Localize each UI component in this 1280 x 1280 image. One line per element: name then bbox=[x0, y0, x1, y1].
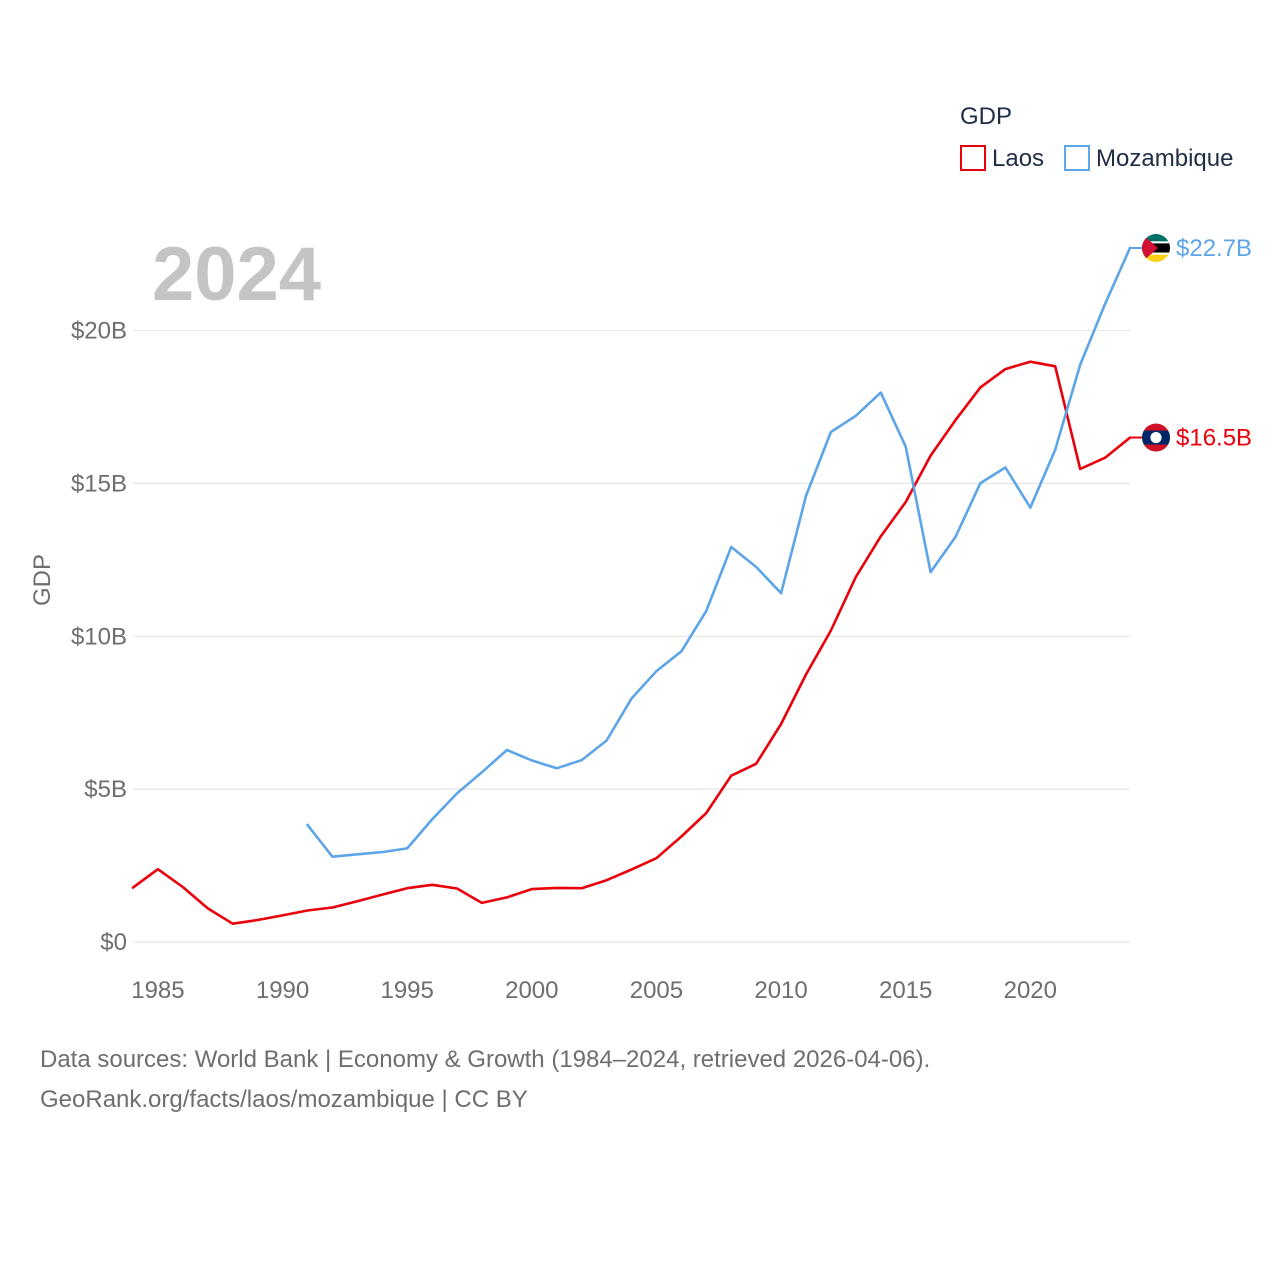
end-value-label: $16.5B bbox=[1176, 425, 1252, 452]
legend-label-laos: Laos bbox=[992, 145, 1044, 172]
series-line-laos bbox=[131, 360, 1132, 925]
license-link[interactable]: GeoRank.org/facts/laos/mozambique | CC B… bbox=[40, 1086, 528, 1113]
data-sources-note: Data sources: World Bank | Economy & Gro… bbox=[40, 1046, 931, 1073]
legend-title: GDP bbox=[960, 103, 1012, 130]
x-tick-label: 1995 bbox=[380, 977, 433, 1004]
laos-flag-icon bbox=[1142, 423, 1170, 452]
y-tick-label: $15B bbox=[71, 470, 127, 497]
legend-swatch-laos bbox=[960, 145, 986, 171]
x-tick-label: 2015 bbox=[879, 977, 932, 1004]
y-tick-label: $5B bbox=[84, 776, 127, 803]
year-overlay: 2024 bbox=[152, 232, 321, 317]
x-tick-label: 2000 bbox=[505, 977, 558, 1004]
series-line-mozambique bbox=[306, 246, 1132, 858]
x-tick-label: 2020 bbox=[1004, 977, 1057, 1004]
mozambique-flag-icon bbox=[1142, 234, 1170, 262]
chart-footer: Data sources: World Bank | Economy & Gro… bbox=[40, 1040, 930, 1120]
y-tick-label: $0 bbox=[100, 929, 127, 956]
x-tick-label: 1985 bbox=[131, 977, 184, 1004]
x-tick-label: 2010 bbox=[754, 977, 807, 1004]
legend-label-mozambique: Mozambique bbox=[1096, 145, 1233, 172]
end-value-label: $22.7B bbox=[1176, 235, 1252, 262]
x-tick-label: 2005 bbox=[630, 977, 683, 1004]
legend-swatch-mozambique bbox=[1064, 145, 1091, 171]
y-axis-title: GDP bbox=[29, 554, 56, 606]
y-tick-label: $10B bbox=[71, 623, 127, 650]
y-tick-label: $20B bbox=[71, 318, 127, 345]
x-tick-label: 1990 bbox=[256, 977, 309, 1004]
